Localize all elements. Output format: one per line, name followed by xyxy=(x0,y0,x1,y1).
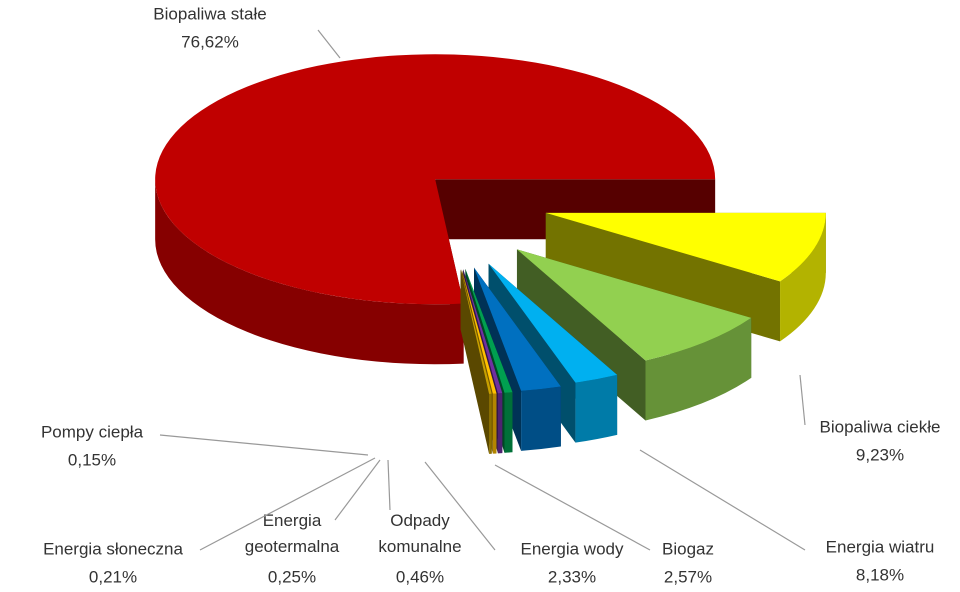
leader-line xyxy=(639,449,806,551)
value-label: 9,23% xyxy=(856,445,904,464)
value-label: 8,18% xyxy=(856,565,904,584)
slice-side xyxy=(504,392,513,453)
slice-top xyxy=(463,269,503,394)
slice-top xyxy=(545,212,826,282)
label-line: Energia xyxy=(263,511,322,530)
slice-label: Biopaliwa ciekłe xyxy=(820,417,941,436)
slice-top xyxy=(461,269,497,394)
value-label: 0,21% xyxy=(89,567,137,586)
slice-side xyxy=(645,317,752,421)
leader-line xyxy=(494,464,651,551)
label-line: geotermalna xyxy=(245,537,340,556)
slice-label: Energia słoneczna xyxy=(43,539,183,558)
slice-side xyxy=(492,393,497,454)
value-label: 0,15% xyxy=(68,450,116,469)
slice-label: Biogaz xyxy=(662,539,714,558)
slice-top xyxy=(473,267,561,391)
leader-line xyxy=(387,459,391,511)
value-label: 0,25% xyxy=(268,567,316,586)
slice-side xyxy=(155,179,464,365)
slice-top xyxy=(516,249,752,361)
value-label: 76,62% xyxy=(181,32,239,51)
value-label: 0,46% xyxy=(396,567,444,586)
leader-line xyxy=(159,434,369,456)
slice-label: Biopaliwa stałe xyxy=(153,4,266,23)
leader-line xyxy=(334,459,381,521)
slice-side xyxy=(521,386,561,451)
slice-side xyxy=(780,212,826,342)
value-label: 2,33% xyxy=(548,567,596,586)
slice-top xyxy=(465,269,513,393)
slice-label: Energia geotermalna xyxy=(245,511,340,556)
slice-wall xyxy=(460,269,490,454)
leader-line xyxy=(317,29,341,59)
slice xyxy=(545,212,826,342)
slice-top xyxy=(155,54,716,305)
value-label: 2,57% xyxy=(664,567,712,586)
label-line: Odpady xyxy=(390,511,450,530)
slice-side xyxy=(497,393,503,454)
slice-label: Odpady komunalne xyxy=(378,511,461,556)
label-line: komunalne xyxy=(378,537,461,556)
leader-line xyxy=(424,461,496,551)
slice-label: Energia wiatru xyxy=(826,537,935,556)
slice-top xyxy=(460,269,492,394)
slice-side xyxy=(489,393,492,454)
slice-side xyxy=(575,374,618,443)
slice-label: Energia wody xyxy=(520,539,624,558)
leader-line xyxy=(799,374,806,426)
slice-top xyxy=(488,263,618,383)
leader-line xyxy=(199,457,376,551)
slice-label: Pompy ciepła xyxy=(41,422,144,441)
slice xyxy=(460,269,492,454)
